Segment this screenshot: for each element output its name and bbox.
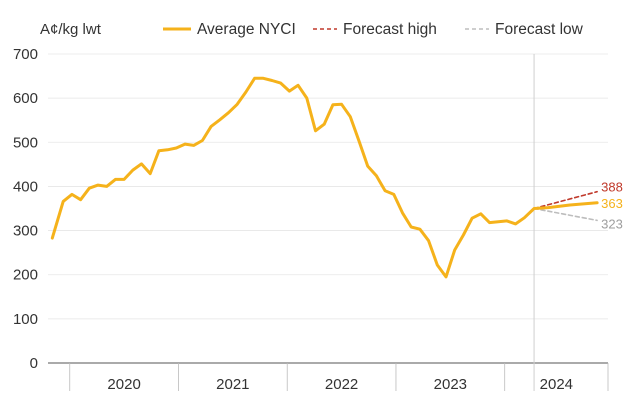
y-tick-label: 200 (13, 267, 38, 284)
x-tick-label: 2021 (216, 376, 249, 393)
y-tick-label: 100 (13, 311, 38, 328)
x-tick-label: 2022 (325, 376, 358, 393)
legend-label: Forecast low (495, 21, 584, 38)
y-tick-label: 600 (13, 90, 38, 107)
x-tick-label: 2023 (434, 376, 467, 393)
y-axis-unit-label: A¢/kg lwt (40, 21, 102, 38)
legend-label: Average NYCI (197, 21, 296, 38)
end-value-label: 363 (601, 196, 623, 211)
y-axis: 0 100 200 300 400 500 600 700 (13, 46, 38, 372)
series-lines (50, 76, 599, 279)
legend: Average NYCI Forecast high Forecast low (163, 21, 584, 38)
end-value-label: 323 (601, 216, 623, 231)
x-tick-label: 2020 (107, 376, 140, 393)
series-line-average-nyci (50, 76, 599, 279)
y-tick-label: 400 (13, 178, 38, 195)
x-axis: 2020 2021 2022 2023 2024 (69, 363, 609, 393)
grid-lines (48, 53, 608, 364)
y-tick-label: 0 (30, 355, 38, 372)
y-tick-label: 300 (13, 223, 38, 240)
end-value-label: 388 (601, 180, 623, 195)
y-tick-label: 500 (13, 134, 38, 151)
series-line-forecast-high (533, 190, 598, 210)
x-tick-label: 2024 (540, 376, 573, 393)
legend-label: Forecast high (343, 21, 437, 38)
y-tick-label: 700 (13, 46, 38, 63)
series-line-forecast-low (533, 207, 598, 222)
